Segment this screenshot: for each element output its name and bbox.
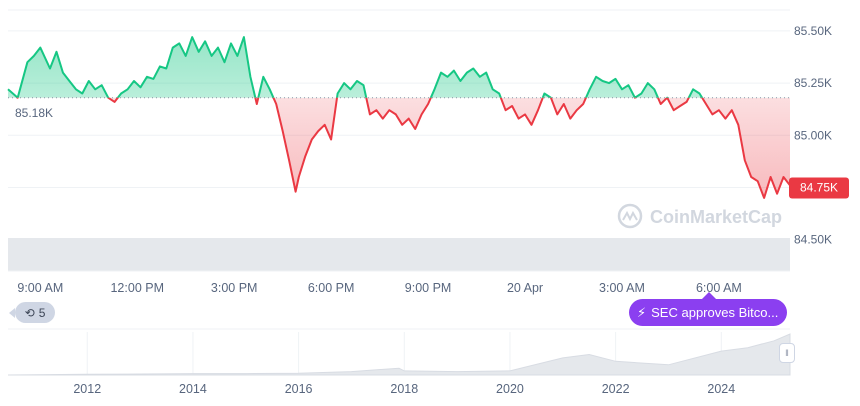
pause-grip-icon: ‖ <box>785 348 789 358</box>
y-tick-label: 85.25K <box>794 76 832 90</box>
x-tick-label: 3:00 PM <box>211 281 258 295</box>
current-price-tag: 84.75K <box>789 177 849 199</box>
x-tick-label: 12:00 PM <box>110 281 164 295</box>
navigator-tick-label: 2016 <box>285 382 313 396</box>
lightning-icon: ⚡ <box>637 304 647 320</box>
x-tick-label: 9:00 AM <box>17 281 63 295</box>
price-line <box>7 36 790 199</box>
x-tick-label: 9:00 PM <box>405 281 452 295</box>
navigator-tick-label: 2022 <box>602 382 630 396</box>
watermark-label: CoinMarketCap <box>650 207 782 227</box>
history-badge[interactable]: ⟲ 5 <box>9 302 55 323</box>
navigator-tick-label: 2012 <box>73 382 101 396</box>
volume-band <box>8 238 790 271</box>
y-axis: 84.50K 85.00K 85.25K 85.50K <box>794 24 832 247</box>
navigator-price-area <box>7 333 791 376</box>
navigator-area <box>7 333 791 376</box>
price-line-up <box>7 36 704 98</box>
y-tick-label: 85.50K <box>794 24 832 38</box>
price-line-down <box>16 97 790 199</box>
price-area-down <box>8 97 790 198</box>
reference-price-tag: 85.18K <box>9 103 57 121</box>
current-price-label: 84.75K <box>800 180 838 194</box>
reference-price-label: 85.18K <box>15 106 53 120</box>
x-axis: 9:00 AM 12:00 PM 3:00 PM 6:00 PM 9:00 PM 20 A… <box>17 281 741 295</box>
x-tick-label: 6:00 AM <box>696 281 742 295</box>
history-count: 5 <box>38 305 46 320</box>
y-tick-label: 85.00K <box>794 128 832 142</box>
coinmarketcap-logo-icon <box>617 203 643 229</box>
price-area <box>8 37 790 198</box>
navigator-tick-label: 2020 <box>496 382 524 396</box>
navigator-tick-label: 2024 <box>707 382 735 396</box>
volume-bars <box>8 238 790 271</box>
event-badge[interactable]: ⚡ SEC approves Bitco... <box>629 299 787 326</box>
event-badge-pointer <box>702 292 716 299</box>
coinmarketcap-logo-mark <box>622 210 638 222</box>
x-tick-label: 6:00 PM <box>308 281 355 295</box>
navigator-x-axis: 2012 2014 2016 2018 2020 2022 2024 <box>73 382 735 396</box>
y-tick-label: 84.50K <box>794 233 832 247</box>
history-icon: ⟲ <box>24 305 35 320</box>
x-tick-label: 20 Apr <box>507 281 543 295</box>
event-badge-label: SEC approves Bitco... <box>651 305 779 320</box>
price-area-up <box>8 37 703 98</box>
navigator-tick-label: 2014 <box>179 382 207 396</box>
x-tick-label: 3:00 AM <box>599 281 645 295</box>
grid-lines <box>8 9 790 241</box>
watermark: CoinMarketCap <box>617 203 782 229</box>
navigator-scroll-handle[interactable]: ‖ <box>779 343 795 363</box>
navigator-tick-label: 2018 <box>390 382 418 396</box>
